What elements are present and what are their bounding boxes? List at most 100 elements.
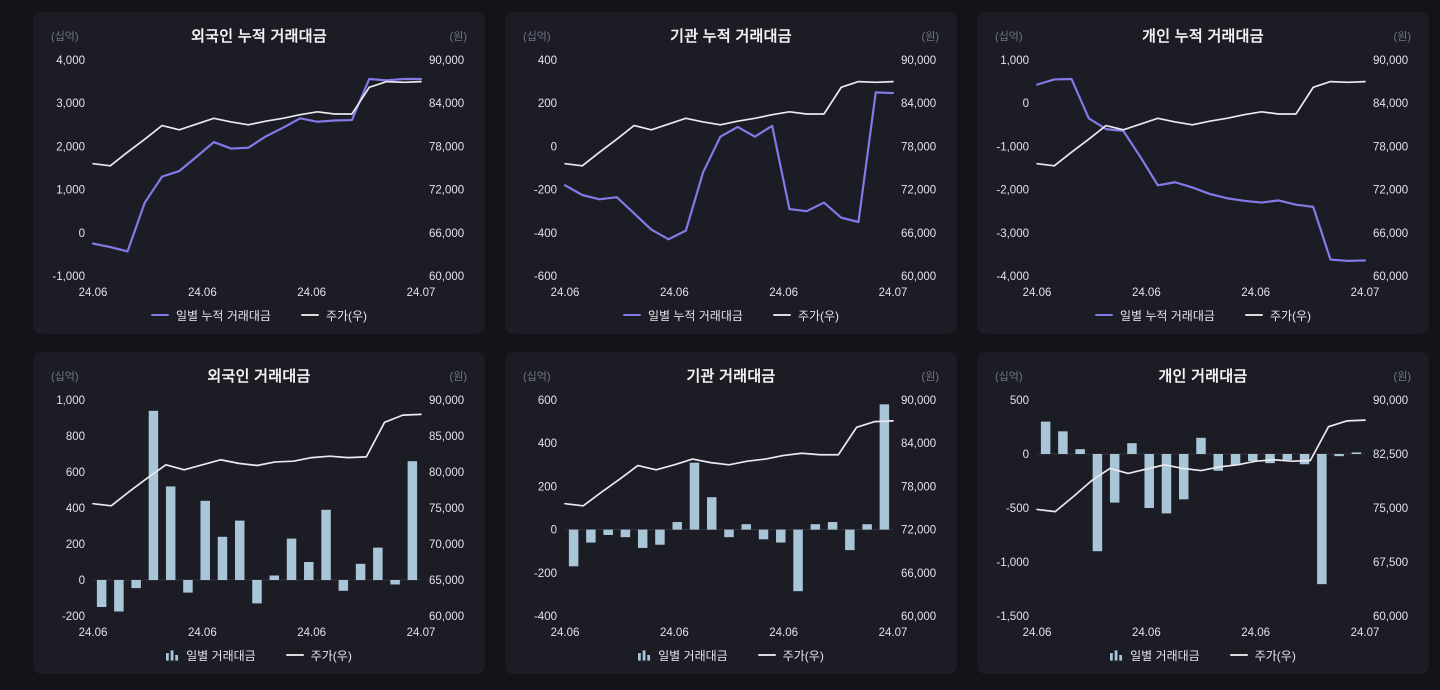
- purple-line-marker-icon: [622, 313, 641, 317]
- legend-item-daily-value[interactable]: 일별 거래대금: [166, 647, 256, 664]
- svg-text:24.06: 24.06: [660, 287, 689, 299]
- svg-text:24.06: 24.06: [551, 287, 580, 299]
- svg-text:24.06: 24.06: [660, 627, 689, 639]
- svg-text:200: 200: [66, 539, 85, 551]
- svg-text:24.06: 24.06: [1132, 627, 1161, 639]
- legend-item-price[interactable]: 주가(우): [757, 647, 824, 664]
- chart-panel-foreign-cumulative: (십억) 외국인 누적 거래대금 (원) 4,000 3,000 2,000 1,00…: [33, 12, 485, 334]
- left-axis-unit-label: (십억): [523, 371, 551, 383]
- left-axis-unit-label: (십억): [995, 31, 1023, 43]
- chart-title: 기관 누적 거래대금: [670, 27, 792, 45]
- gray-line-marker-icon: [772, 313, 791, 317]
- svg-text:1,000: 1,000: [56, 185, 85, 197]
- chart-plot[interactable]: 4,000 3,000 2,000 1,000 0 -1,000 90,000 84,000 7…: [43, 50, 475, 302]
- chart-legend: 일별 누적 거래대금 주가(우): [515, 302, 947, 328]
- svg-text:66,000: 66,000: [901, 228, 936, 240]
- legend-item-price[interactable]: 주가(우): [772, 307, 839, 324]
- legend-label: 주가(우): [310, 648, 352, 663]
- svg-text:-3,000: -3,000: [996, 228, 1029, 240]
- legend-item-cumulative-value[interactable]: 일별 누적 거래대금: [1094, 307, 1215, 324]
- legend-item-price[interactable]: 주가(우): [300, 307, 368, 324]
- legend-item-daily-value[interactable]: 일별 거래대금: [1110, 647, 1200, 664]
- svg-text:60,000: 60,000: [901, 271, 936, 283]
- gray-line-marker-icon: [757, 653, 776, 657]
- svg-text:90,000: 90,000: [429, 395, 464, 407]
- legend-item-cumulative-value[interactable]: 일별 누적 거래대금: [622, 307, 743, 324]
- bar-chart-marker-icon: [638, 649, 651, 661]
- chart-header: (십억) 기관 누적 거래대금 (원): [515, 20, 947, 50]
- chart-plot[interactable]: 600 400 200 0 -200 -400 90,000 84,000 78,000 72,0…: [515, 390, 947, 642]
- chart-title: 외국인 거래대금: [207, 367, 311, 385]
- svg-text:65,000: 65,000: [429, 575, 464, 587]
- svg-text:0: 0: [551, 141, 557, 153]
- svg-text:90,000: 90,000: [1373, 55, 1408, 67]
- svg-text:75,000: 75,000: [429, 503, 464, 515]
- svg-text:600: 600: [538, 395, 557, 407]
- svg-text:1,000: 1,000: [1000, 55, 1029, 67]
- chart-panel-institution-cumulative: (십억) 기관 누적 거래대금 (원) 400 200 0 -200 -400 -600 9…: [505, 12, 957, 334]
- svg-text:78,000: 78,000: [429, 141, 464, 153]
- legend-item-daily-value[interactable]: 일별 거래대금: [638, 647, 728, 664]
- right-axis-unit-label: (원): [921, 371, 939, 383]
- chart-title: 개인 누적 거래대금: [1142, 27, 1264, 45]
- right-axis-unit-label: (원): [921, 31, 939, 43]
- svg-text:0: 0: [1023, 98, 1029, 110]
- svg-text:24.06: 24.06: [297, 627, 326, 639]
- svg-text:60,000: 60,000: [901, 611, 936, 623]
- svg-text:3,000: 3,000: [56, 98, 85, 110]
- svg-text:-1,000: -1,000: [52, 271, 85, 283]
- svg-text:85,000: 85,000: [429, 431, 464, 443]
- svg-text:84,000: 84,000: [901, 98, 936, 110]
- svg-text:24.07: 24.07: [1351, 287, 1380, 299]
- chart-header: (십억) 외국인 거래대금 (원): [43, 360, 475, 390]
- svg-text:75,000: 75,000: [1373, 503, 1408, 515]
- svg-text:200: 200: [538, 481, 557, 493]
- svg-text:66,000: 66,000: [1373, 228, 1408, 240]
- legend-item-price[interactable]: 주가(우): [1244, 307, 1312, 324]
- legend-item-cumulative-value[interactable]: 일별 누적 거래대금: [150, 307, 271, 324]
- svg-text:-4,000: -4,000: [996, 271, 1029, 283]
- svg-text:72,000: 72,000: [901, 185, 936, 197]
- legend-label: 일별 거래대금: [186, 648, 256, 663]
- chart-header: (십억) 개인 거래대금 (원): [987, 360, 1419, 390]
- gray-line-marker-icon: [1244, 313, 1263, 317]
- chart-legend: 일별 누적 거래대금 주가(우): [43, 302, 475, 328]
- gray-line-marker-icon: [1229, 653, 1248, 657]
- legend-label: 주가(우): [1254, 648, 1296, 663]
- svg-text:400: 400: [66, 503, 85, 515]
- svg-text:-200: -200: [534, 185, 557, 197]
- svg-text:24.07: 24.07: [407, 627, 436, 639]
- chart-plot[interactable]: 400 200 0 -200 -400 -600 90,000 84,000 78,000 72,…: [515, 50, 947, 302]
- gray-line-marker-icon: [285, 653, 304, 657]
- svg-text:-200: -200: [62, 611, 85, 623]
- legend-item-price[interactable]: 주가(우): [285, 647, 352, 664]
- svg-text:84,000: 84,000: [1373, 98, 1408, 110]
- svg-text:2,000: 2,000: [56, 141, 85, 153]
- chart-plot[interactable]: 1,000 0 -1,000 -2,000 -3,000 -4,000 90,000 84,0…: [987, 50, 1419, 302]
- svg-text:4,000: 4,000: [56, 55, 85, 67]
- svg-text:-2,000: -2,000: [996, 185, 1029, 197]
- svg-text:24.06: 24.06: [79, 627, 108, 639]
- svg-text:67,500: 67,500: [1373, 557, 1408, 569]
- legend-label: 일별 거래대금: [1130, 648, 1200, 663]
- legend-label: 주가(우): [1269, 308, 1312, 323]
- svg-text:24.07: 24.07: [1351, 627, 1380, 639]
- chart-plot[interactable]: 1,000 800 600 400 200 0 -200 90,000 85,000 80,000…: [43, 390, 475, 642]
- legend-label: 주가(우): [325, 308, 368, 323]
- svg-text:24.07: 24.07: [879, 627, 908, 639]
- svg-text:90,000: 90,000: [901, 395, 936, 407]
- svg-text:24.06: 24.06: [551, 627, 580, 639]
- legend-item-price[interactable]: 주가(우): [1229, 647, 1296, 664]
- purple-line-marker-icon: [1094, 313, 1113, 317]
- svg-text:-400: -400: [534, 228, 557, 240]
- chart-plot[interactable]: 500 0 -500 -1,000 -1,500 90,000 82,500 75,000 67…: [987, 390, 1419, 642]
- svg-text:500: 500: [1010, 395, 1029, 407]
- chart-legend: 일별 누적 거래대금 주가(우): [987, 302, 1419, 328]
- svg-text:90,000: 90,000: [901, 55, 936, 67]
- svg-text:84,000: 84,000: [429, 98, 464, 110]
- right-axis-unit-label: (원): [449, 31, 467, 43]
- svg-text:78,000: 78,000: [1373, 141, 1408, 153]
- svg-text:24.06: 24.06: [1241, 287, 1270, 299]
- svg-text:90,000: 90,000: [429, 55, 464, 67]
